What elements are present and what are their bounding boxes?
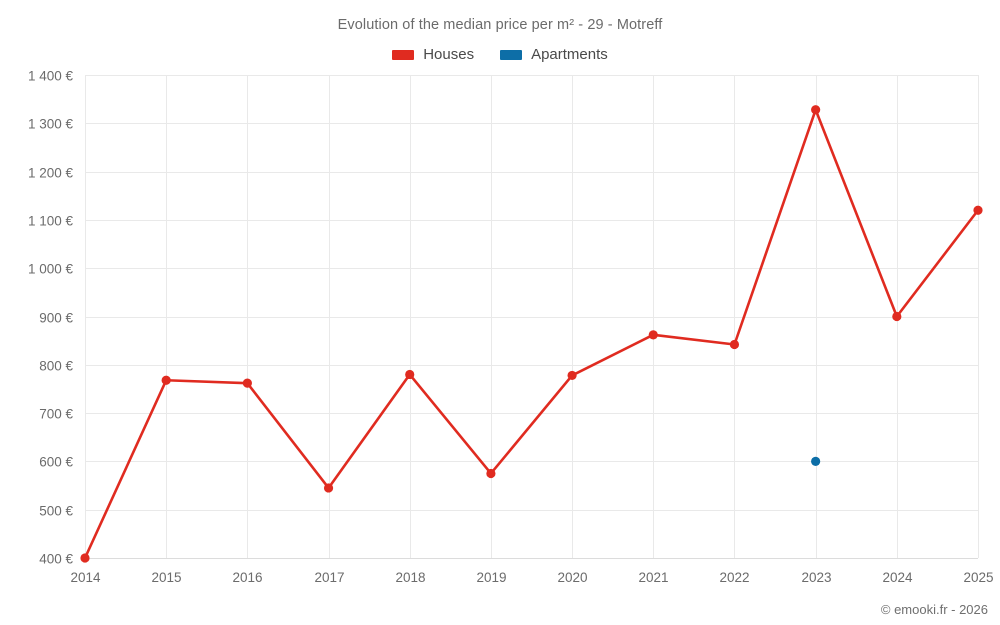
data-point-houses[interactable] — [892, 311, 902, 322]
data-point-houses[interactable] — [405, 369, 415, 380]
y-axis-tick-label: 1 300 € — [28, 117, 74, 132]
x-axis-tick-label: 2018 — [395, 570, 425, 585]
chart-title: Evolution of the median price per m² - 2… — [337, 17, 663, 33]
data-point-houses[interactable] — [242, 378, 252, 388]
x-axis-tick-label: 2024 — [882, 570, 913, 585]
data-point-houses[interactable] — [80, 553, 90, 563]
y-axis-tick-label: 1 200 € — [28, 166, 74, 181]
chart-legend: Houses Apartments — [0, 46, 1000, 63]
legend-swatch-houses — [392, 49, 415, 60]
y-axis-tick-label: 700 € — [39, 407, 73, 422]
x-axis-tick-label: 2017 — [314, 570, 344, 585]
x-axis-tick-label: 2019 — [476, 570, 506, 585]
data-point-houses[interactable] — [323, 483, 334, 493]
x-axis-tick-label: 2014 — [70, 570, 101, 585]
legend-item-apartments[interactable]: Apartments — [500, 46, 608, 63]
x-axis-tick-label: 2022 — [719, 570, 749, 585]
legend-item-houses[interactable]: Houses — [392, 46, 474, 63]
y-axis-tick-label: 1 100 € — [28, 214, 74, 229]
legend-label-apartments: Apartments — [531, 46, 608, 63]
series-line-houses — [83, 108, 980, 560]
x-axis-tick-label: 2023 — [801, 570, 831, 585]
x-axis-tick-label: 2015 — [151, 570, 181, 585]
y-axis-tick-label: 1 400 € — [28, 69, 74, 84]
legend-swatch-apartments — [500, 49, 523, 60]
copyright-credit: © emooki.fr - 2026 — [880, 602, 988, 617]
data-point-houses[interactable] — [729, 339, 740, 350]
x-axis-tick-label: 2021 — [638, 570, 668, 585]
y-axis-tick-label: 900 € — [39, 311, 73, 326]
y-axis-tick-label: 800 € — [39, 359, 73, 374]
y-axis-tick-label: 1 000 € — [28, 262, 74, 277]
x-axis-tick-label: 2016 — [232, 570, 262, 585]
data-point-houses[interactable] — [161, 375, 171, 385]
y-axis-tick-label: 600 € — [39, 455, 73, 470]
data-point-houses[interactable] — [567, 370, 577, 381]
x-axis-tick-label: 2025 — [963, 570, 993, 585]
data-point-houses[interactable] — [648, 330, 658, 340]
y-axis-tick-label: 400 € — [39, 552, 73, 567]
data-point-houses[interactable] — [486, 468, 496, 479]
y-axis-tick-label: 500 € — [39, 504, 73, 519]
data-point-houses[interactable] — [973, 205, 983, 215]
x-axis-tick-label: 2020 — [557, 570, 587, 585]
legend-label-houses: Houses — [423, 46, 475, 63]
data-point-apartments[interactable] — [811, 456, 821, 466]
data-point-houses[interactable] — [811, 105, 821, 115]
